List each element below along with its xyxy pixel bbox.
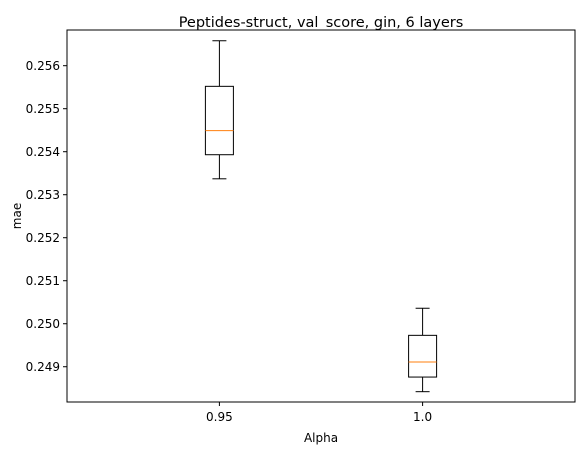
y-axis: 0.249 0.250 0.251 0.252 0.253 0.254 0.255 0.256 xyxy=(26,59,67,374)
x-tick-label: 1.0 xyxy=(413,410,432,424)
box-group-0.95 xyxy=(204,40,234,180)
plot-area xyxy=(204,40,438,393)
x-tick-label: 0.95 xyxy=(206,410,233,424)
y-tick-label: 0.255 xyxy=(26,102,60,116)
y-tick-label: 0.249 xyxy=(26,360,60,374)
box-group-1.0 xyxy=(408,307,438,393)
box-iqr xyxy=(204,85,234,156)
y-tick-label: 0.256 xyxy=(26,59,60,73)
chart-title: Peptides-struct, val_score, gin, 6 layer… xyxy=(179,15,464,31)
x-axis: 0.95 1.0 xyxy=(206,402,432,424)
plot-frame xyxy=(66,29,576,403)
y-tick-label: 0.254 xyxy=(26,145,60,159)
y-tick-label: 0.250 xyxy=(26,317,60,331)
y-tick-label: 0.252 xyxy=(26,231,60,245)
box-iqr xyxy=(408,334,438,378)
y-axis-label: mae xyxy=(10,203,24,229)
x-axis-label: Alpha xyxy=(304,431,338,445)
y-tick-label: 0.253 xyxy=(26,188,60,202)
y-tick-label: 0.251 xyxy=(26,274,60,288)
